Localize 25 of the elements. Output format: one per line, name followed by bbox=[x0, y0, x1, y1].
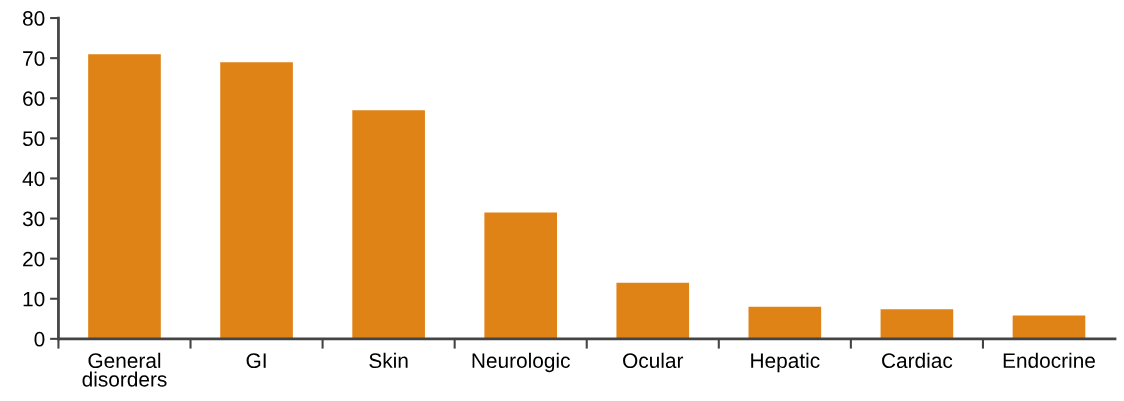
x-tick-label: GI bbox=[246, 353, 266, 369]
y-tick-label: 20 bbox=[23, 251, 45, 267]
bar bbox=[880, 309, 954, 339]
y-tick-label: 10 bbox=[23, 291, 45, 307]
y-tick-label: 50 bbox=[22, 131, 45, 147]
x-tick-label: Endocrine bbox=[1003, 352, 1095, 369]
bar bbox=[484, 212, 558, 339]
bar bbox=[220, 62, 293, 339]
x-tick-label: Hepatic bbox=[751, 352, 820, 373]
x-tick-label: Neurologic bbox=[472, 352, 570, 373]
y-tick-label: 40 bbox=[22, 171, 45, 187]
bar bbox=[748, 306, 822, 339]
y-tick-label: 0 bbox=[34, 331, 45, 347]
bar bbox=[352, 110, 425, 339]
x-tick-label: Ocular bbox=[623, 352, 684, 369]
x-tick-label: Skin bbox=[369, 352, 408, 369]
bar bbox=[616, 282, 690, 339]
y-tick-label: 60 bbox=[23, 91, 45, 106]
bar bbox=[1012, 315, 1086, 339]
x-tick-label: General disorders bbox=[82, 352, 167, 387]
y-tick-label: 30 bbox=[22, 211, 45, 227]
bar bbox=[88, 54, 161, 339]
y-tick-label: 70 bbox=[23, 51, 45, 66]
y-tick-label: 80 bbox=[22, 11, 45, 26]
x-tick-label: Cardiac bbox=[882, 352, 953, 369]
